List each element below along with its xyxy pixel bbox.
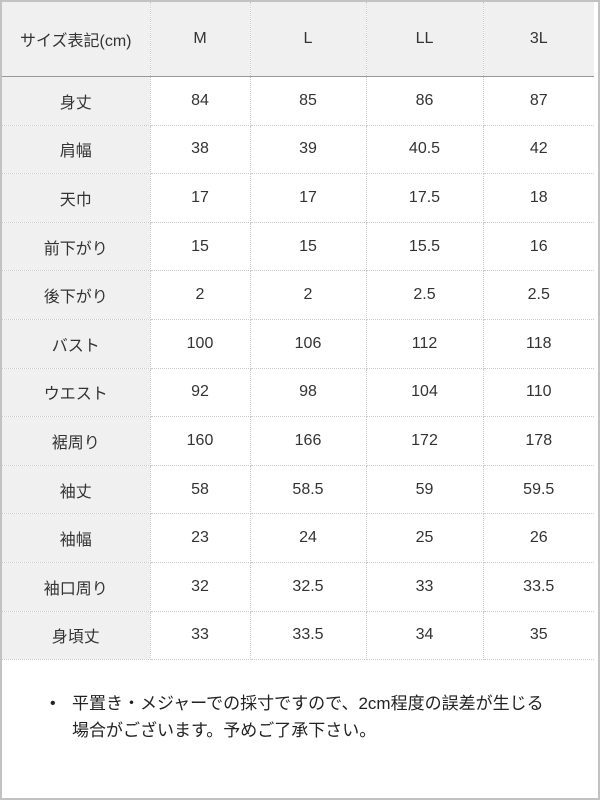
- size-value-cell: 15: [150, 222, 251, 272]
- size-value-cell: 86: [366, 76, 484, 126]
- header-size-ll: LL: [366, 2, 484, 77]
- row-label: 袖幅: [2, 513, 151, 563]
- size-value-cell: 59.5: [483, 465, 594, 515]
- table-row: バスト 100 106 112 118: [2, 319, 594, 369]
- size-value-cell: 100: [150, 319, 251, 369]
- size-value-cell: 32.5: [250, 562, 367, 612]
- table-row: ウエスト 92 98 104 110: [2, 368, 594, 418]
- size-value-cell: 24: [250, 513, 367, 563]
- size-value-cell: 2.5: [483, 270, 594, 320]
- table-header-row: サイズ表記(cm) M L LL 3L: [2, 2, 594, 77]
- size-value-cell: 85: [250, 76, 367, 126]
- size-value-cell: 15: [250, 222, 367, 272]
- row-label: 袖丈: [2, 465, 151, 515]
- size-value-cell: 106: [250, 319, 367, 369]
- size-value-cell: 17: [250, 173, 367, 223]
- note-line-2: 場合がございます。予めご了承下さい。: [72, 721, 377, 741]
- header-size-m: M: [150, 2, 251, 77]
- table-row: 前下がり 15 15 15.5 16: [2, 222, 594, 272]
- row-label: バスト: [2, 319, 151, 369]
- size-value-cell: 58.5: [250, 465, 367, 515]
- note-line-1: 平置き・メジャーでの採寸ですので、2cm程度の誤差が生じる: [72, 694, 544, 714]
- size-value-cell: 172: [366, 416, 484, 466]
- size-value-cell: 42: [483, 125, 594, 175]
- table-row: 裾周り 160 166 172 178: [2, 416, 594, 466]
- size-value-cell: 40.5: [366, 125, 484, 175]
- size-value-cell: 59: [366, 465, 484, 515]
- row-label: ウエスト: [2, 368, 151, 418]
- table-row: 身丈 84 85 86 87: [2, 76, 594, 126]
- table-row: 後下がり 2 2 2.5 2.5: [2, 270, 594, 320]
- measurement-note: • 平置き・メジャーでの採寸ですので、2cm程度の誤差が生じる 場合がございます…: [50, 690, 584, 744]
- size-value-cell: 32: [150, 562, 251, 612]
- row-label: 身丈: [2, 76, 151, 126]
- header-size-notation: サイズ表記(cm): [2, 2, 151, 77]
- size-value-cell: 35: [483, 611, 594, 661]
- size-value-cell: 34: [366, 611, 484, 661]
- size-value-cell: 118: [483, 319, 594, 369]
- size-value-cell: 17.5: [366, 173, 484, 223]
- size-table: サイズ表記(cm) M L LL 3L 身丈 84 85 86 87 肩幅 38 39 40.5…: [2, 2, 594, 661]
- size-value-cell: 87: [483, 76, 594, 126]
- size-value-cell: 38: [150, 125, 251, 175]
- size-value-cell: 110: [483, 368, 594, 418]
- size-value-cell: 33: [150, 611, 251, 661]
- table-row: 身頃丈 33 33.5 34 35: [2, 611, 594, 661]
- size-value-cell: 39: [250, 125, 367, 175]
- row-label: 前下がり: [2, 222, 151, 272]
- table-row: 袖丈 58 58.5 59 59.5: [2, 465, 594, 515]
- size-value-cell: 33.5: [483, 562, 594, 612]
- table-row: 袖幅 23 24 25 26: [2, 513, 594, 563]
- table-row: 袖口周り 32 32.5 33 33.5: [2, 562, 594, 612]
- row-label: 裾周り: [2, 416, 151, 466]
- size-value-cell: 92: [150, 368, 251, 418]
- size-value-cell: 25: [366, 513, 484, 563]
- header-size-3l: 3L: [483, 2, 594, 77]
- size-value-cell: 160: [150, 416, 251, 466]
- size-value-cell: 2: [250, 270, 367, 320]
- size-value-cell: 58: [150, 465, 251, 515]
- size-value-cell: 18: [483, 173, 594, 223]
- size-value-cell: 178: [483, 416, 594, 466]
- table-row: 肩幅 38 39 40.5 42: [2, 125, 594, 175]
- row-label: 後下がり: [2, 270, 151, 320]
- size-value-cell: 166: [250, 416, 367, 466]
- size-table-body: 身丈 84 85 86 87 肩幅 38 39 40.5 42 天巾 17 17 17.5 18 前下がり 15…: [2, 76, 594, 661]
- size-value-cell: 33.5: [250, 611, 367, 661]
- measurement-note-text: 平置き・メジャーでの採寸ですので、2cm程度の誤差が生じる 場合がございます。予…: [72, 690, 584, 744]
- size-value-cell: 98: [250, 368, 367, 418]
- size-value-cell: 17: [150, 173, 251, 223]
- header-size-l: L: [250, 2, 367, 77]
- size-value-cell: 2.5: [366, 270, 484, 320]
- row-label: 袖口周り: [2, 562, 151, 612]
- row-label: 肩幅: [2, 125, 151, 175]
- bullet-icon: •: [50, 695, 56, 713]
- size-value-cell: 26: [483, 513, 594, 563]
- size-value-cell: 104: [366, 368, 484, 418]
- size-value-cell: 33: [366, 562, 484, 612]
- size-value-cell: 84: [150, 76, 251, 126]
- size-value-cell: 23: [150, 513, 251, 563]
- size-value-cell: 16: [483, 222, 594, 272]
- size-value-cell: 15.5: [366, 222, 484, 272]
- table-row: 天巾 17 17 17.5 18: [2, 173, 594, 223]
- size-value-cell: 2: [150, 270, 251, 320]
- row-label: 天巾: [2, 173, 151, 223]
- row-label: 身頃丈: [2, 611, 151, 661]
- size-value-cell: 112: [366, 319, 484, 369]
